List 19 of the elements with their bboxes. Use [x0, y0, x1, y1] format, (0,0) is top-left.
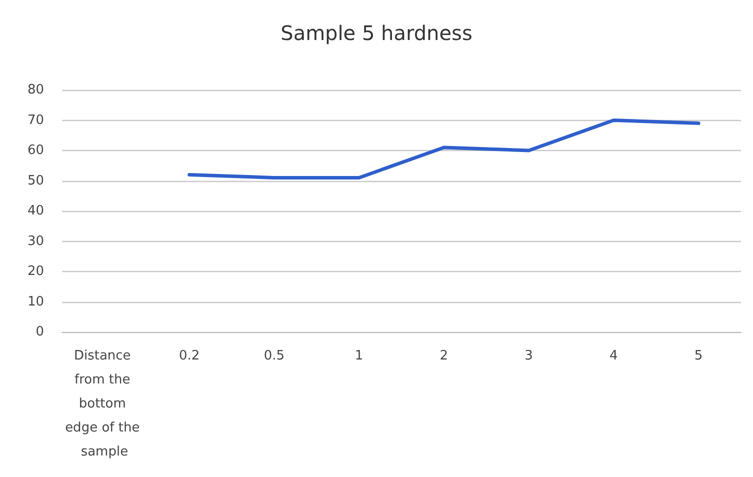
y-tick-label: 60	[27, 143, 44, 158]
y-tick-label: 30	[27, 234, 44, 249]
line-series	[188, 118, 700, 180]
y-tick-label: 70	[27, 112, 44, 128]
x-tick-label: 0.5	[264, 348, 285, 364]
y-tick-label: 40	[27, 204, 44, 218]
x-tick-label: 2	[440, 348, 448, 364]
y-tick-label: 20	[27, 264, 44, 279]
y-tick-label: 50	[27, 173, 44, 188]
chart-title: Sample 5 hardness	[280, 21, 472, 45]
x-tick-label: 0.2	[178, 348, 200, 364]
x-tick-label: 1	[354, 348, 364, 364]
x-tick-label: 5	[694, 348, 703, 364]
x-tick-label: 4	[610, 348, 618, 364]
y-tick-label: 80	[27, 82, 44, 98]
x-tick-label: Distance from the bottom edge of the sample	[65, 348, 144, 460]
x-tick-label: 3	[524, 348, 533, 364]
y-tick-label: 0	[36, 324, 44, 340]
y-tick-label: 10	[27, 294, 44, 310]
